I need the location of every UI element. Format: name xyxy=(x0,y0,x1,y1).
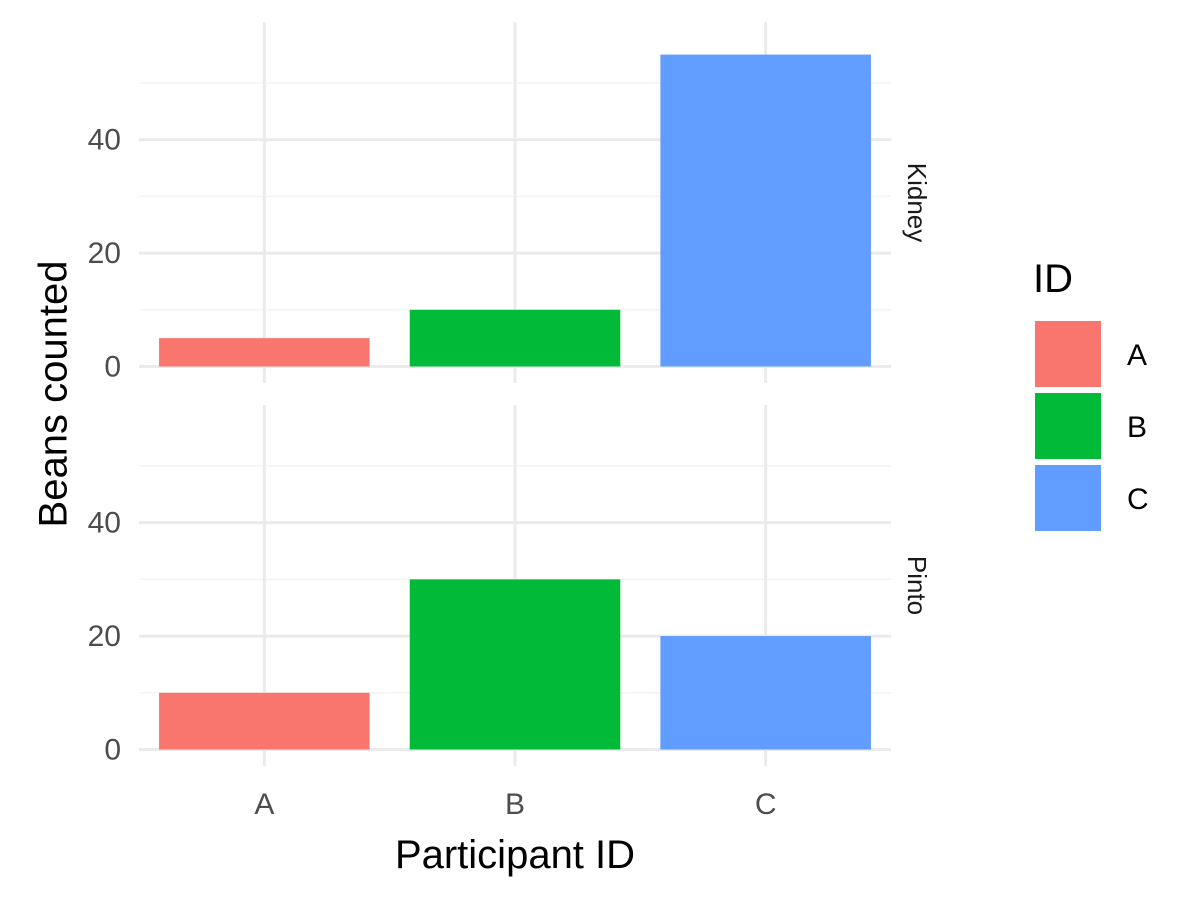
x-axis-title: Participant ID xyxy=(395,833,635,877)
bar-pinto-b xyxy=(409,579,621,750)
facet-strips: Kidney Pinto xyxy=(902,163,932,615)
y-axis-title: Beans counted xyxy=(32,261,76,528)
bars-layer xyxy=(159,54,871,750)
bar-pinto-c xyxy=(660,636,871,750)
bar-kidney-b xyxy=(409,309,621,367)
facet-strip-label: Pinto xyxy=(902,556,932,615)
legend-label: B xyxy=(1127,411,1147,444)
legend-label: C xyxy=(1127,483,1149,516)
legend-key-b xyxy=(1035,393,1101,459)
legend-label: A xyxy=(1127,339,1147,372)
bar-kidney-a xyxy=(159,338,370,367)
bar-kidney-c xyxy=(660,54,871,367)
y-tick-label: 0 xyxy=(104,734,121,767)
legend-key-a xyxy=(1035,321,1101,387)
y-tick-label: 40 xyxy=(88,507,121,540)
facet-strip-label: Kidney xyxy=(902,163,932,243)
y-tick-label: 20 xyxy=(88,620,121,653)
y-tick-label: 0 xyxy=(104,351,121,384)
legend: ID A B C xyxy=(1033,257,1149,531)
x-tick-label: A xyxy=(254,788,274,821)
legend-title: ID xyxy=(1033,257,1073,301)
x-tick-label: C xyxy=(755,788,777,821)
legend-key-c xyxy=(1035,465,1101,531)
ticks-layer: 0 20 40 0 20 40 A B C xyxy=(88,124,777,821)
legend-entries: A B C xyxy=(1035,321,1149,531)
bar-pinto-a xyxy=(159,692,370,750)
y-tick-label: 40 xyxy=(88,124,121,157)
x-tick-label: B xyxy=(505,788,525,821)
y-tick-label: 20 xyxy=(88,237,121,270)
